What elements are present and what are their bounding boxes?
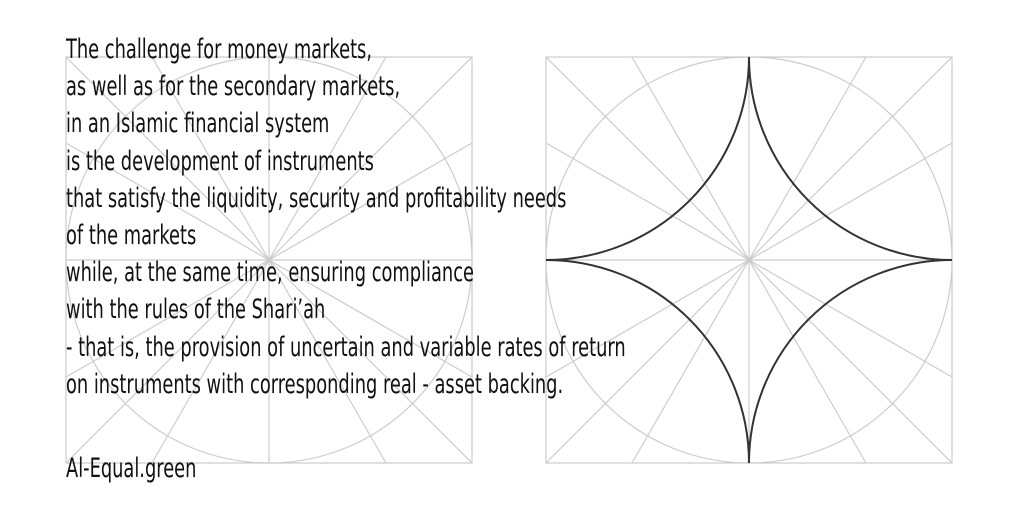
quote-line: - that is, the provision of uncertain an… bbox=[66, 331, 626, 363]
quote-line: in an Islamic financial system bbox=[66, 108, 330, 140]
quote-line: that satisfy the liquidity, security and… bbox=[66, 182, 567, 214]
left-geometric-pattern bbox=[65, 56, 473, 464]
quote-line: of the markets bbox=[66, 219, 197, 251]
quote-line: while, at the same time, ensuring compli… bbox=[66, 257, 474, 289]
quote-text-block: The challenge for money markets, as well… bbox=[66, 31, 626, 403]
signature-text: Al-Equal.green bbox=[66, 453, 197, 484]
quote-line: on instruments with corresponding real -… bbox=[66, 368, 564, 400]
quote-line: is the development of instruments bbox=[66, 145, 374, 177]
four-point-star-outline bbox=[545, 56, 953, 464]
quote-line: as well as for the secondary markets, bbox=[66, 71, 401, 103]
right-pattern-ray-4 bbox=[631, 56, 867, 464]
quote-line: The challenge for money markets, bbox=[66, 34, 373, 65]
left-pattern-ray-4 bbox=[151, 56, 387, 464]
quote-line: with the rules of the Shari’ah bbox=[66, 294, 326, 326]
